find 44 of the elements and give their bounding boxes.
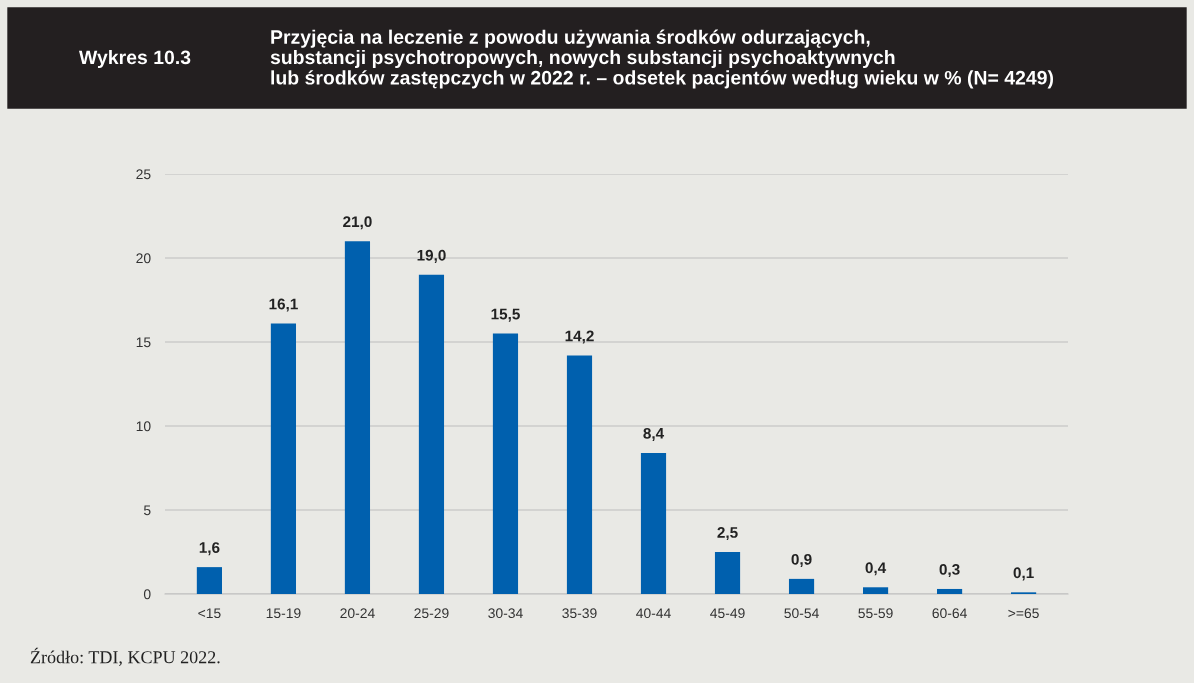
bar [788, 578, 815, 594]
chart-title: Przyjęcia na leczenie z powodu używania środków odurzających, substancji psychotropowych, nowych substancji psychoaktywnych lub środków zastępczych w 2022 r. – odsetek pacjentów według wieku w % (N= 4249) [270, 29, 1054, 89]
x-tick-label: 60-64 [932, 608, 967, 619]
chart-subtitle: Wykres 10.3 [78, 49, 191, 69]
y-tick-label: 10 [136, 421, 151, 432]
x-tick-label: 20-24 [340, 608, 375, 619]
bar [862, 587, 889, 594]
x-tick-label: 55-59 [858, 608, 893, 619]
data-label: 2,5 [717, 527, 738, 541]
data-label: 14,2 [565, 330, 594, 344]
data-label: 0,3 [939, 564, 960, 578]
x-tick-label: 50-54 [784, 608, 819, 619]
bar [714, 552, 741, 594]
y-tick-label: 20 [136, 253, 151, 264]
x-tick-label: 30-34 [488, 608, 523, 619]
x-tick-label: 45-49 [710, 608, 745, 619]
bar [344, 241, 371, 594]
data-label: 1,6 [199, 542, 220, 556]
bar [566, 355, 593, 594]
y-tick-label: 0 [143, 589, 151, 600]
bar [640, 452, 667, 594]
data-label: 0,4 [865, 562, 887, 576]
x-tick-label: 40-44 [636, 608, 671, 619]
data-label: 0,9 [791, 553, 812, 567]
y-tick-label: 15 [136, 337, 151, 348]
bar [196, 567, 222, 594]
data-label: 16,1 [269, 298, 298, 312]
text: Źródło: TDI, KCPU 2022. [30, 647, 220, 666]
data-label: 0,1 [1013, 567, 1034, 581]
y-tick-label: 5 [143, 505, 151, 516]
bar [270, 323, 297, 594]
data-label: 19,0 [417, 249, 446, 263]
data-label: 21,0 [343, 216, 372, 230]
x-tick-label: 15-19 [266, 608, 301, 619]
bar [418, 274, 445, 594]
x-tick-label: 35-39 [562, 608, 597, 619]
data-label: 8,4 [643, 427, 665, 441]
x-tick-label: >=65 [1008, 608, 1039, 619]
y-tick-label: 25 [136, 169, 151, 180]
bar [936, 588, 963, 594]
data-label: 15,5 [491, 308, 520, 322]
x-tick-label: <15 [198, 608, 221, 619]
x-tick-label: 25-29 [414, 608, 449, 619]
bar [492, 333, 519, 594]
